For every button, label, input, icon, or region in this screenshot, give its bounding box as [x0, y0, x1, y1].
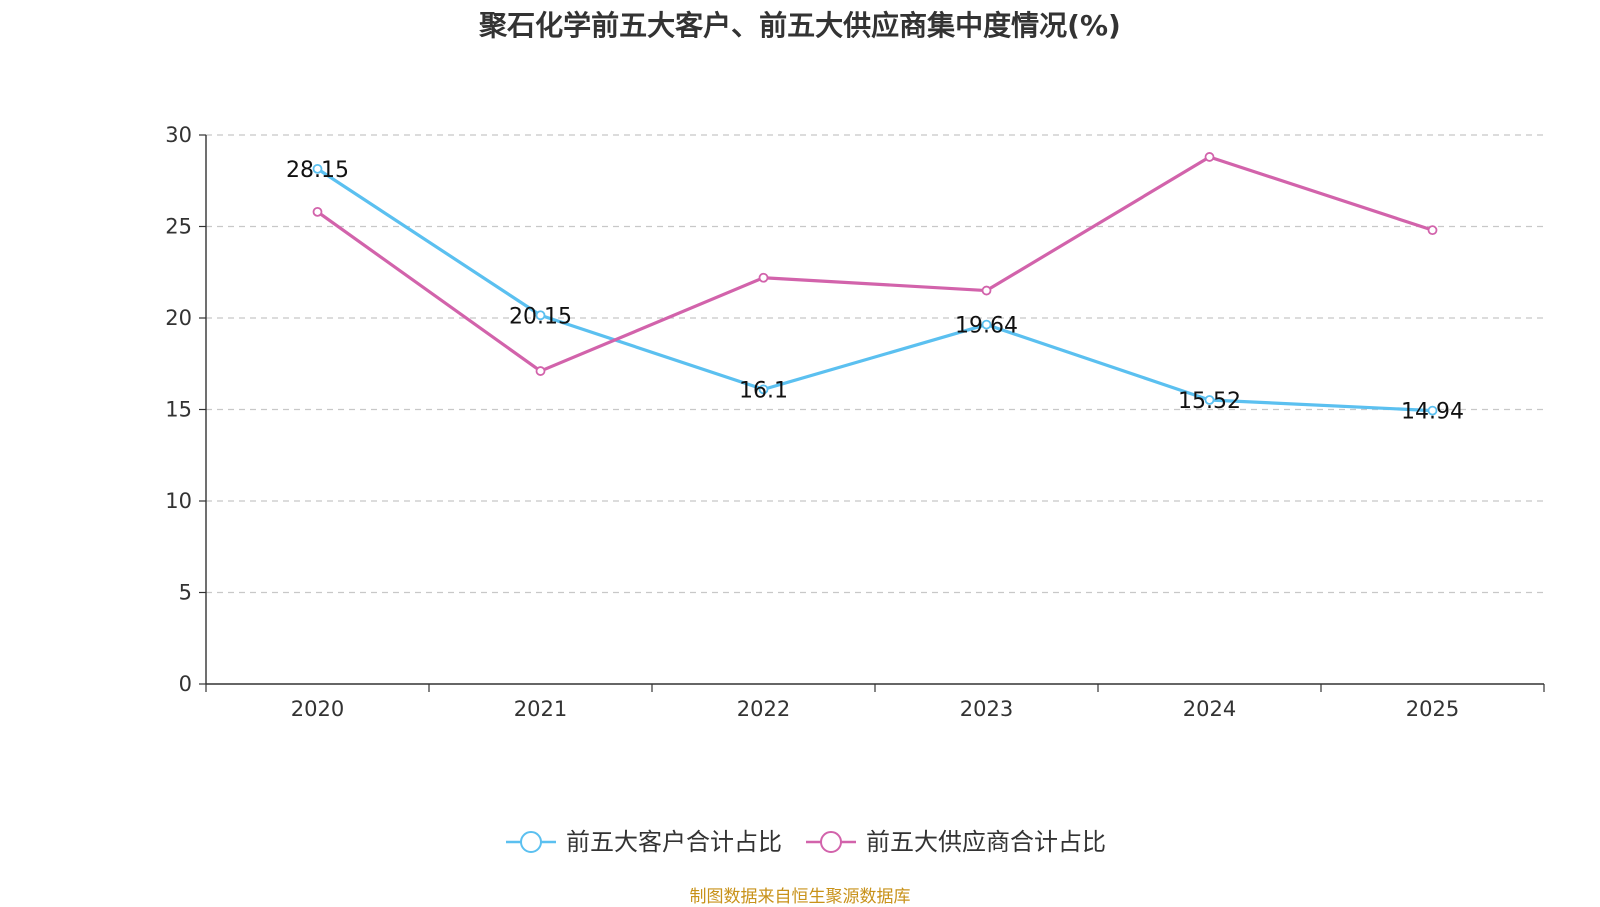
series-layer: [312, 152, 1438, 416]
x-tick-label-2021: 2021: [514, 697, 567, 721]
y-tick-label: 0: [179, 672, 192, 696]
x-tick-label-2023: 2023: [960, 697, 1013, 721]
series-0-point-2020[interactable]: [312, 163, 323, 174]
legend-circle-icon: [520, 831, 542, 853]
series-1-point-2023[interactable]: [981, 285, 992, 296]
series-0-label-2021: 20.15: [509, 304, 572, 329]
series-0-point-2021[interactable]: [535, 310, 546, 321]
series-line-1: [316, 155, 1433, 373]
y-tick-label: 5: [179, 581, 192, 605]
data-labels: 28.15 20.15 16.1 19.64 15.52 14.94: [286, 158, 1464, 425]
legend-label: 前五大供应商合计占比: [866, 828, 1106, 856]
y-tick-label: 10: [165, 489, 192, 513]
legend-circle-icon: [820, 831, 842, 853]
source-note: 制图数据来自恒生聚源数据库: [689, 887, 911, 907]
series-1-point-2022[interactable]: [758, 272, 769, 283]
series-0-label-2024: 15.52: [1178, 389, 1241, 414]
y-tick-label: 15: [165, 398, 192, 422]
x-tick-label-2025: 2025: [1406, 697, 1459, 721]
legend-item-0[interactable]: 前五大客户合计占比: [506, 828, 782, 856]
series-0-point-2023[interactable]: [981, 319, 992, 330]
chart-title: 聚石化学前五大客户、前五大供应商集中度情况(%): [479, 9, 1121, 42]
y-tick-label: 25: [165, 215, 192, 239]
x-tick-label-2022: 2022: [737, 697, 790, 721]
series-0-point-2022[interactable]: [758, 384, 769, 395]
series-0-label-2022: 16.1: [739, 378, 788, 403]
series-1-point-2025[interactable]: [1427, 225, 1438, 236]
series-0-label-2020: 28.15: [286, 158, 349, 183]
x-tick-label-2024: 2024: [1183, 697, 1236, 721]
series-0-label-2025: 14.94: [1401, 400, 1464, 425]
series-0-point-2024[interactable]: [1204, 395, 1215, 405]
series-1-point-2020[interactable]: [312, 206, 323, 217]
y-tick-label: 20: [165, 306, 192, 330]
x-tick-label-2020: 2020: [291, 697, 344, 721]
y-tick-label: 30: [165, 123, 192, 147]
series-line-0: [316, 167, 1433, 413]
series-0-point-2025[interactable]: [1427, 405, 1438, 416]
legend-item-1[interactable]: 前五大供应商合计占比: [806, 828, 1106, 856]
legend-label: 前五大客户合计占比: [566, 828, 782, 856]
grid-lines: [206, 134, 1544, 594]
series-1-point-2024[interactable]: [1204, 152, 1215, 162]
legend[interactable]: 前五大客户合计占比 前五大供应商合计占比: [506, 828, 1106, 856]
series-1-point-2021[interactable]: [535, 366, 546, 376]
series-0-label-2023: 19.64: [955, 314, 1018, 339]
